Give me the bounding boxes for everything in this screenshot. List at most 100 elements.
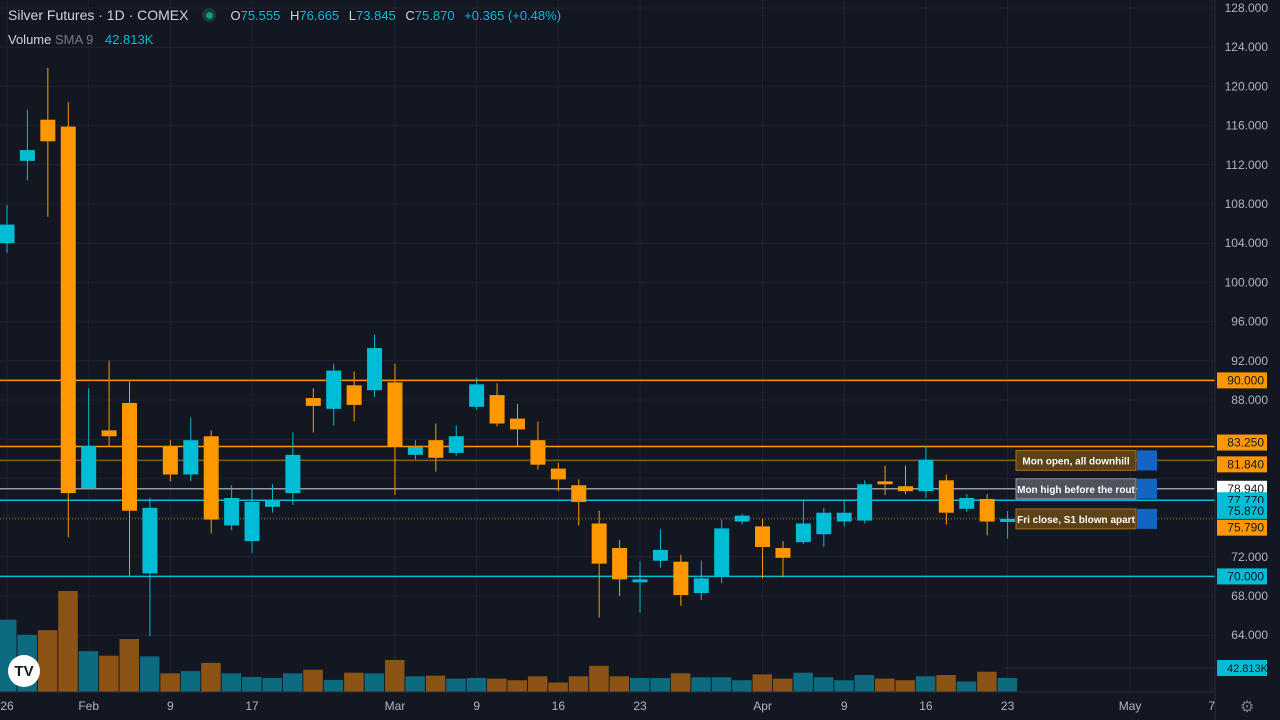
candle-body[interactable] [264,499,280,507]
level-note-text[interactable]: Mon open, all downhill [1022,456,1129,467]
candle-body[interactable] [326,370,342,409]
level-note-handle[interactable] [1137,478,1157,499]
price-tick-label: 124.000 [1225,40,1269,54]
candle-body[interactable] [122,402,138,511]
candle-body[interactable] [816,512,832,535]
candle-body[interactable] [714,528,730,577]
candle-body[interactable] [489,395,505,424]
candle-body[interactable] [857,484,873,521]
candle-body[interactable] [224,498,240,526]
candle-body[interactable] [897,486,913,492]
level-note-box[interactable] [1015,449,1137,471]
candle-body[interactable] [387,382,403,447]
level-note-handle[interactable] [1137,508,1157,529]
candle-body[interactable] [510,418,525,430]
volume-bar [221,673,242,692]
candle-body[interactable] [285,454,301,494]
candle-body[interactable] [571,485,587,502]
candle-body[interactable] [305,398,321,406]
candle-body[interactable] [673,561,689,596]
candle-body[interactable] [836,512,852,522]
volume-bar [446,678,466,692]
candle-body[interactable] [162,446,178,475]
candle-body[interactable] [469,384,485,407]
price-tick-label: 72.000 [1231,550,1268,564]
price-level-label[interactable] [1217,434,1267,451]
time-tick-label: Apr [753,699,772,713]
volume-bar [58,590,78,692]
candle-body[interactable] [775,547,791,558]
price-level-label[interactable] [1217,568,1267,585]
candle-body[interactable] [183,440,199,475]
price-level-label[interactable] [1217,502,1267,519]
level-note-box[interactable] [1015,508,1137,530]
level-note-handle[interactable] [1137,450,1157,471]
candle-body[interactable] [938,480,954,513]
candle-body[interactable] [632,579,648,583]
candle-body[interactable] [448,436,464,453]
candle-body[interactable] [203,436,219,520]
candle-body[interactable] [244,501,260,542]
candle-body[interactable] [60,126,76,494]
volume-bar [711,677,732,692]
candle-body[interactable] [550,468,566,480]
candle-body[interactable] [19,150,35,161]
candle-body[interactable] [1000,518,1016,522]
candle-body[interactable] [367,348,383,391]
candle-body[interactable] [142,507,158,574]
volume-bar [242,676,262,692]
high-value: 76.665 [299,7,340,23]
candle-body[interactable] [877,481,893,485]
tradingview-logo[interactable]: TV [8,655,40,687]
volume-bar [466,677,487,692]
candle-body[interactable] [612,547,628,580]
price-tick-label: 128.000 [1225,1,1269,15]
gear-icon[interactable]: ⚙ [1240,699,1255,716]
price-tick-label: 92.000 [1231,354,1268,368]
candle-body[interactable] [428,440,444,458]
time-tick-label: 7 [1208,699,1215,713]
volume-sma-axis-label[interactable] [1217,660,1267,676]
price-level-label[interactable] [1217,519,1267,536]
candle-body[interactable] [346,385,362,405]
candle-body[interactable] [979,498,995,522]
volume-bar [630,677,650,692]
candle-body[interactable] [959,498,975,509]
candle-body[interactable] [101,430,117,437]
volume-sma-label: SMA 9 [55,32,94,47]
volume-bar [977,671,997,692]
level-note-text[interactable]: Mon high before the rout [1017,485,1135,496]
volume-bar [936,674,956,692]
price-level-label[interactable] [1217,372,1267,389]
price-tick-label: 116.000 [1226,119,1269,133]
price-level-label[interactable] [1217,456,1267,473]
volume-bar [732,680,752,692]
candle-body[interactable] [693,578,709,594]
volume-bar [752,674,773,692]
candle-body[interactable] [40,119,56,142]
candle-body[interactable] [407,447,423,455]
candle-body[interactable] [918,459,934,492]
price-axis[interactable] [1215,0,1280,720]
candle-body[interactable] [591,523,607,564]
level-note-box[interactable] [1015,478,1137,500]
price-tick-label: 64.000 [1231,628,1268,642]
candle-body[interactable] [652,549,668,561]
time-tick-label: 9 [473,699,480,713]
candle-body[interactable] [734,515,750,522]
candle-body[interactable] [0,224,15,244]
volume-bar [364,673,385,692]
time-tick-label: 16 [919,699,933,713]
candle-body[interactable] [530,440,546,465]
candle-body[interactable] [795,523,811,543]
candle-body[interactable] [81,446,97,489]
price-tick-label: 96.000 [1231,315,1268,329]
volume-bar [834,680,854,692]
candle-body[interactable] [755,526,771,547]
volume-bar [956,681,977,692]
symbol-title[interactable]: Silver Futures · 1D · COMEX [8,7,189,23]
level-note-text[interactable]: Fri close, S1 blown apart [1017,515,1135,526]
volume-legend[interactable]: Volume SMA 9 42.813K [8,32,153,47]
volume-bar [119,639,140,692]
